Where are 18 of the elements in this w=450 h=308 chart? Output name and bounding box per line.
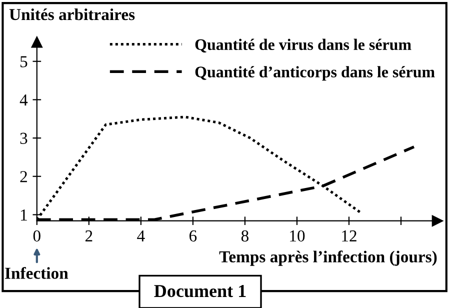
- legend-label: Quantité d’anticorps dans le sérum: [195, 66, 435, 81]
- y-tick-label: 3: [20, 132, 28, 144]
- x-tick-label: 10: [290, 230, 305, 242]
- x-axis-title: Temps après l’infection (jours): [219, 250, 437, 266]
- x-tick-label: 4: [137, 230, 145, 242]
- y-tick-label: 5: [20, 56, 28, 68]
- x-tick-label: 8: [241, 230, 248, 242]
- x-tick-label: 0: [33, 230, 40, 242]
- x-tick-label: 12: [342, 230, 356, 242]
- text: Document 1: [154, 285, 246, 298]
- y-tick-label: 2: [20, 171, 27, 182]
- y-tick-label: 4: [20, 94, 28, 106]
- text: Infection: [5, 267, 68, 279]
- y-tick-label: 1: [21, 209, 27, 220]
- x-tick-label: 6: [189, 230, 197, 242]
- legend-label: Quantité de virus dans le sérum: [195, 38, 412, 52]
- x-tick-label: 2: [85, 230, 92, 242]
- y-axis-title: Unités arbitraires: [9, 8, 135, 20]
